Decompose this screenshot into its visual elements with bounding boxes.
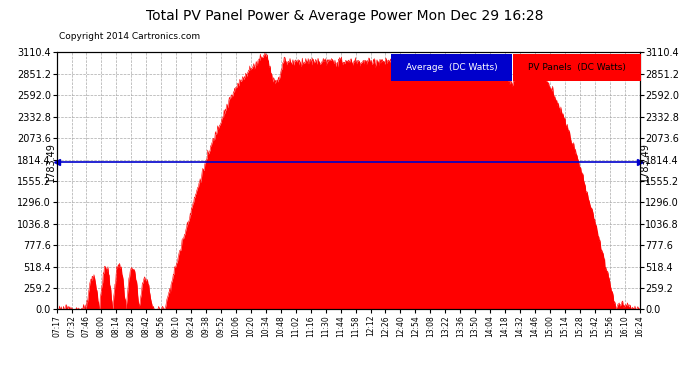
- Text: PV Panels  (DC Watts): PV Panels (DC Watts): [529, 63, 626, 72]
- Text: 1783.49: 1783.49: [46, 142, 56, 182]
- Text: Average  (DC Watts): Average (DC Watts): [406, 63, 497, 72]
- Text: 1783.49: 1783.49: [640, 142, 650, 182]
- Text: Total PV Panel Power & Average Power Mon Dec 29 16:28: Total PV Panel Power & Average Power Mon…: [146, 9, 544, 23]
- Text: Copyright 2014 Cartronics.com: Copyright 2014 Cartronics.com: [59, 32, 200, 41]
